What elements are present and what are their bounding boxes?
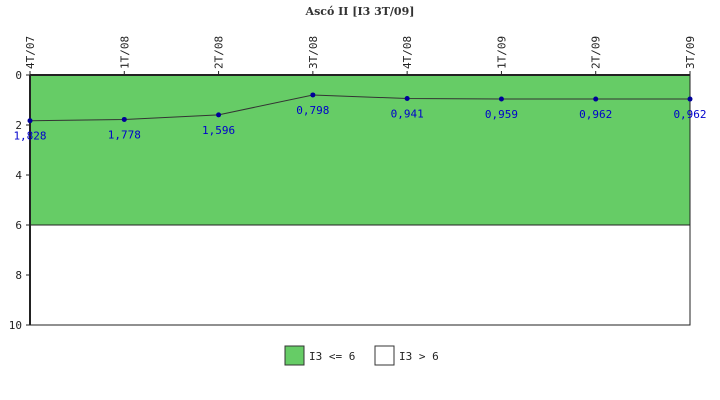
x-tick-label: 4T/07 <box>24 36 37 69</box>
data-point <box>216 112 221 117</box>
data-point <box>310 92 315 97</box>
data-point <box>688 97 693 102</box>
data-point <box>405 96 410 101</box>
x-tick-label: 1T/09 <box>495 36 508 69</box>
data-label: 0,959 <box>485 108 518 121</box>
data-point <box>499 96 504 101</box>
y-tick-label: 8 <box>15 269 22 282</box>
legend-swatch-1 <box>285 346 304 365</box>
data-label: 0,962 <box>673 108 706 121</box>
y-tick-label: 0 <box>15 69 22 82</box>
y-tick-label: 4 <box>15 169 22 182</box>
y-tick-label: 10 <box>9 319 22 332</box>
data-label: 0,962 <box>579 108 612 121</box>
chart-title: Ascó II [I3 3T/09] <box>305 5 415 18</box>
x-tick-label: 2T/09 <box>590 36 603 69</box>
legend-swatch-2 <box>375 346 394 365</box>
x-tick-label: 2T/08 <box>213 36 226 69</box>
x-tick-label: 1T/08 <box>118 36 131 69</box>
legend-label-2: I3 > 6 <box>399 350 439 363</box>
data-point <box>122 117 127 122</box>
legend: I3 <= 6 I3 > 6 <box>285 346 439 365</box>
data-label: 0,798 <box>296 104 329 117</box>
data-label: 1,828 <box>13 130 46 143</box>
legend-label-1: I3 <= 6 <box>309 350 355 363</box>
y-tick-label: 6 <box>15 219 22 232</box>
data-label: 1,596 <box>202 124 235 137</box>
x-tick-label: 3T/09 <box>684 36 697 69</box>
band-1 <box>30 75 690 225</box>
data-point <box>28 118 33 123</box>
data-label: 1,778 <box>108 128 141 141</box>
band-2 <box>30 225 690 325</box>
data-label: 0,941 <box>391 108 424 121</box>
data-point <box>593 97 598 102</box>
x-tick-label: 3T/08 <box>307 36 320 69</box>
x-tick-label: 4T/08 <box>401 36 414 69</box>
